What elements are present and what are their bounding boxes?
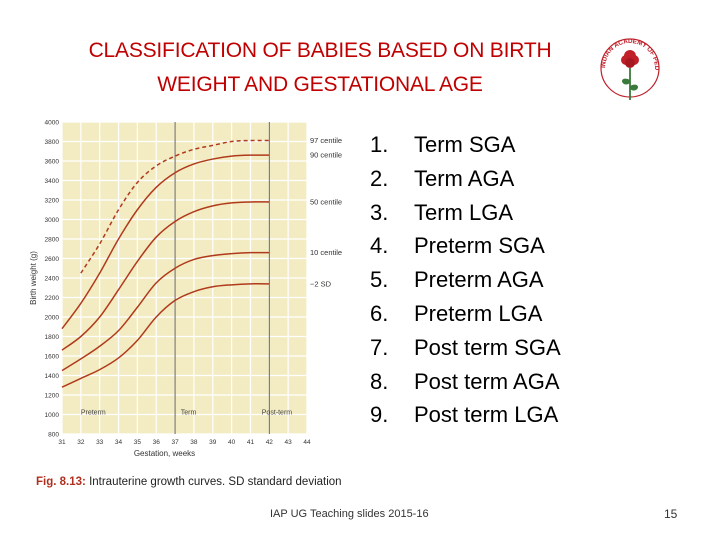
y-tick-label: 3000 (45, 217, 60, 224)
list-item-number: 5. (370, 267, 389, 293)
region-label: Post-term (262, 410, 293, 417)
y-tick-label: 2600 (45, 256, 60, 263)
list-item: 5. Preterm AGA (370, 263, 561, 297)
y-tick-label: 3800 (45, 139, 60, 146)
list-item: 6. Preterm LGA (370, 297, 561, 331)
y-tick-label: 800 (48, 432, 59, 439)
x-tick-label: 40 (228, 439, 236, 446)
list-item-number: 2. (370, 165, 389, 191)
iap-logo: INDIAN ACADEMY OF PEDIATRICS (598, 30, 660, 100)
x-tick-label: 39 (209, 439, 217, 446)
list-item: 4. Preterm SGA (370, 229, 561, 263)
y-tick-label: 3600 (45, 159, 60, 166)
x-tick-label: 36 (153, 439, 161, 446)
list-item: 7. Post term SGA (370, 331, 561, 365)
slide-title: CLASSIFICATION OF BABIES BASED ON BIRTH … (40, 34, 600, 102)
y-tick-label: 1600 (45, 354, 60, 361)
y-tick-label: 1200 (45, 393, 60, 400)
page-number: 15 (664, 507, 678, 521)
y-tick-label: 1800 (45, 334, 60, 341)
x-tick-label: 34 (115, 439, 123, 446)
figure-caption-text: Intrauterine growth curves. SD standard … (89, 476, 342, 488)
y-tick-label: 4000 (45, 120, 60, 127)
x-axis-label: Gestation, weeks (134, 449, 195, 458)
figure-caption: Fig. 8.13: Intrauterine growth curves. S… (36, 476, 342, 488)
y-axis-label: Birth weight (g) (29, 251, 38, 305)
list-item-number: 6. (370, 300, 389, 326)
y-tick-label: 1000 (45, 412, 60, 419)
y-tick-label: 1400 (45, 373, 60, 380)
list-item: 1. Term SGA (370, 128, 561, 162)
y-tick-label: 2400 (45, 276, 60, 283)
list-item-label: Preterm AGA (414, 267, 544, 293)
x-tick-label: 41 (247, 439, 255, 446)
list-item: 8. Post term AGA (370, 365, 561, 399)
region-label: Term (181, 410, 197, 417)
list-item-number: 1. (370, 132, 389, 157)
list-item: 2. Term AGA (370, 162, 561, 196)
list-item-label: Preterm SGA (414, 233, 545, 259)
x-tick-label: 42 (266, 439, 274, 446)
list-item-label: Post term LGA (414, 402, 559, 428)
list-item-number: 3. (370, 199, 389, 225)
region-label: Preterm (81, 410, 106, 417)
list-item-number: 4. (370, 233, 389, 259)
list-item: 3. Term LGA (370, 196, 561, 230)
list-item-label: Term SGA (414, 132, 516, 157)
list-item-label: Post term AGA (414, 368, 560, 394)
series-label: −2 SD (310, 279, 332, 288)
series-line (61, 154, 270, 330)
series-line (80, 139, 270, 274)
y-tick-label: 2800 (45, 237, 60, 244)
figure-number: Fig. 8.13: (36, 476, 86, 488)
x-tick-label: 32 (77, 439, 85, 446)
x-tick-label: 33 (96, 439, 104, 446)
series-label: 10 centile (310, 248, 342, 257)
slide-title-line2: WEIGHT AND GESTATIONAL AGE (157, 73, 483, 96)
x-tick-label: 37 (171, 439, 179, 446)
classification-list: 1. Term SGA 2. Term AGA 3. Term LGA 4. Prete… (370, 128, 561, 432)
y-tick-label: 3400 (45, 178, 60, 185)
list-item-number: 8. (370, 368, 389, 394)
x-tick-label: 35 (134, 439, 142, 446)
series-label: 97 centile (310, 136, 342, 145)
series-label: 90 centile (310, 151, 342, 160)
footer-text: IAP UG Teaching slides 2015-16 (270, 508, 429, 520)
x-tick-label: 43 (285, 439, 293, 446)
growth-chart: 4000 3800 3600 3400 3200 3000 2800 2600 2400 2200… (29, 120, 342, 459)
y-tick-label: 3200 (45, 198, 60, 205)
y-tick-label: 2000 (45, 315, 60, 322)
series-line (61, 201, 270, 351)
list-item-number: 9. (370, 402, 389, 428)
x-tick-label: 38 (190, 439, 198, 446)
list-item-label: Preterm LGA (414, 300, 543, 326)
list-item-label: Term LGA (414, 199, 514, 225)
list-item-number: 7. (370, 334, 389, 360)
list-item: 9. Post term LGA (370, 398, 561, 432)
x-tick-label: 31 (58, 439, 66, 446)
series-line (61, 283, 270, 388)
series-line (61, 251, 270, 372)
x-tick-label: 44 (303, 439, 311, 446)
list-item-label: Post term SGA (414, 334, 561, 360)
series-label: 50 centile (310, 197, 342, 206)
slide-title-line1: CLASSIFICATION OF BABIES BASED ON BIRTH (88, 39, 552, 62)
y-tick-label: 2200 (45, 295, 60, 302)
list-item-label: Term AGA (414, 165, 515, 191)
